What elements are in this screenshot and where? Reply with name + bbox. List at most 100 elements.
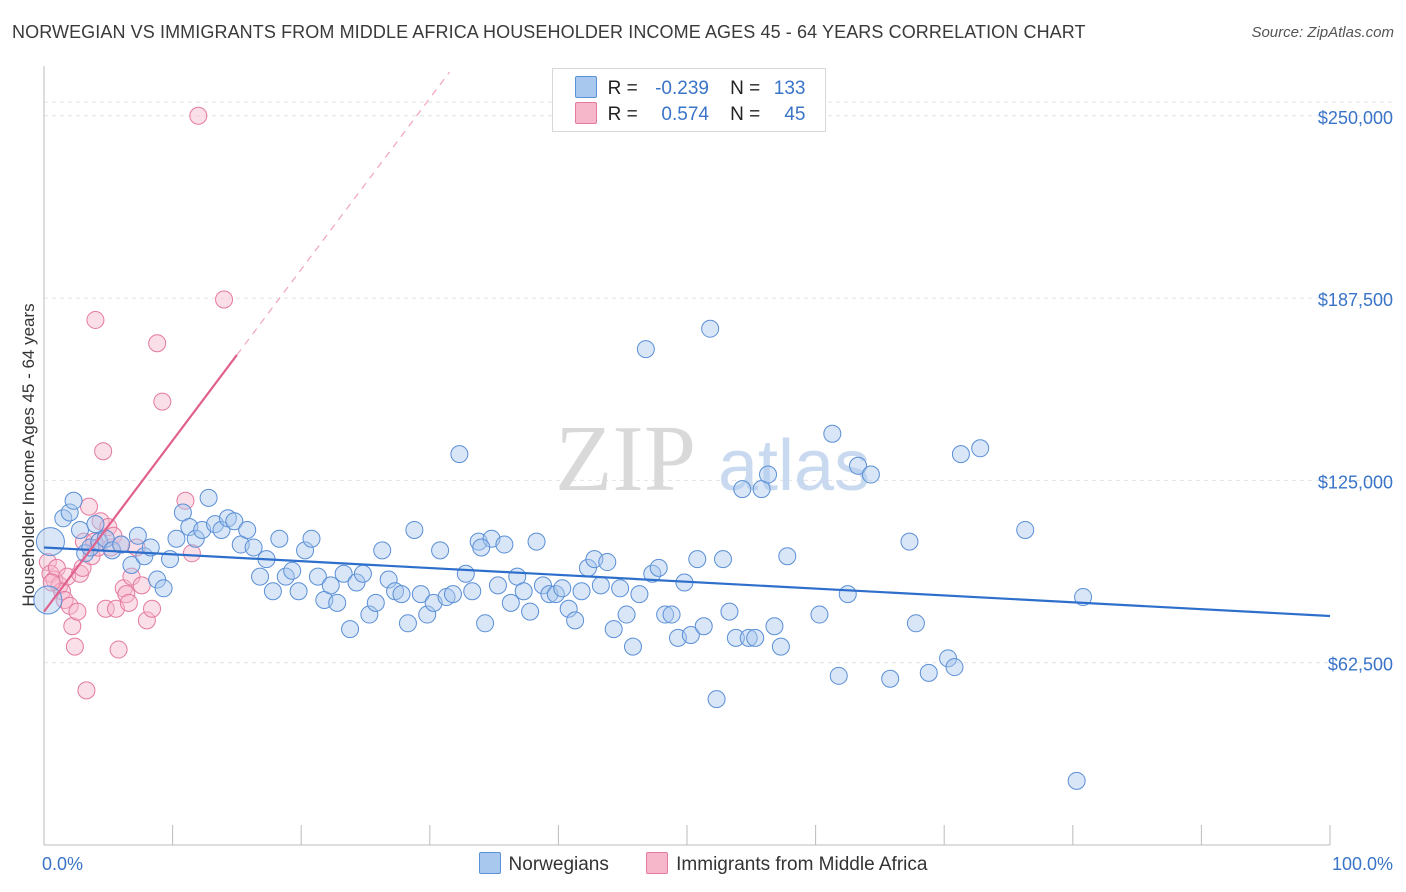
norwegian-point	[900, 532, 919, 551]
norwegian-point	[733, 480, 752, 499]
series-legend: Norwegians Immigrants from Middle Africa	[0, 852, 1406, 876]
middle-africa-point	[38, 553, 57, 572]
norwegian-point	[681, 625, 700, 644]
norwegian-point	[289, 582, 308, 601]
norwegian-point	[559, 599, 578, 618]
norwegian-point	[122, 555, 141, 574]
middle-africa-point	[96, 599, 115, 618]
y-tick-label: $250,000	[1318, 108, 1393, 128]
norwegian-point	[167, 529, 186, 548]
middle-africa-point	[119, 593, 138, 612]
stats-legend: R = -0.239 N = 133 R = 0.574 N = 45	[552, 68, 826, 132]
middle-africa-point	[132, 576, 151, 595]
norwegian-point	[739, 628, 758, 647]
norwegian-point	[514, 582, 533, 601]
norwegian-point	[443, 585, 462, 604]
middle-africa-point	[68, 602, 87, 621]
norwegian-point	[636, 340, 655, 359]
norwegian-point	[33, 585, 63, 615]
norwegians-legend-swatch	[478, 852, 501, 874]
middle-africa-point	[189, 106, 208, 125]
norwegian-point	[411, 585, 430, 604]
norwegian-point	[553, 579, 572, 598]
norwegian-point	[199, 488, 218, 507]
norwegian-point	[810, 605, 829, 624]
norwegian-point	[86, 515, 105, 534]
y-tick-label: $125,000	[1318, 472, 1393, 492]
middle-africa-point	[109, 640, 128, 659]
norwegian-point	[64, 491, 83, 510]
norwegian-point	[476, 614, 495, 633]
trend-lines	[43, 71, 1331, 618]
norwegian-point	[598, 553, 617, 572]
middle-africa-legend-swatch	[646, 852, 669, 874]
y-tick-labels: $62,500 $125,000 $187,500 $250,000	[1318, 108, 1393, 675]
chart-title: NORWEGIAN VS IMMIGRANTS FROM MIDDLE AFRI…	[12, 22, 1086, 42]
norwegian-point	[971, 439, 990, 458]
norwegian-point	[141, 538, 160, 557]
norwegian-point	[463, 582, 482, 601]
norwegian-point	[572, 582, 591, 601]
norwegian-point	[456, 564, 475, 583]
norwegian-point	[611, 579, 630, 598]
norwegian-point	[112, 535, 131, 554]
norwegian-point	[128, 526, 147, 545]
norwegian-point	[849, 456, 868, 475]
norwegian-point	[328, 593, 347, 612]
norwegian-point	[334, 564, 353, 583]
norwegian-point	[720, 602, 739, 621]
norwegian-point	[353, 564, 372, 583]
norwegian-point	[60, 503, 79, 522]
n-label: N =	[730, 78, 761, 99]
norwegian-point	[771, 637, 790, 656]
n-value-middle-africa: 45	[784, 104, 806, 125]
norwegian-point	[617, 605, 636, 624]
n-value-norwegians: 133	[773, 78, 806, 99]
norwegian-point	[251, 567, 270, 586]
middle-africa-point	[153, 392, 172, 411]
middle-africa-point	[215, 290, 234, 309]
x-tick-labels: 0.0% 100.0%	[42, 854, 1393, 874]
norwegian-point	[881, 669, 900, 688]
norwegian-point	[823, 424, 842, 443]
norwegian-point	[951, 445, 970, 464]
norwegian-point	[906, 614, 925, 633]
middle-africa-swatch	[575, 102, 597, 124]
norwegian-point	[71, 520, 90, 539]
norwegian-point	[450, 445, 469, 464]
legend-label-middle-africa: Immigrants from Middle Africa	[676, 854, 928, 875]
source-credit: Source: ZipAtlas.com	[1251, 24, 1394, 41]
norwegian-point	[688, 550, 707, 569]
norwegian-point	[244, 538, 263, 557]
norwegian-point	[302, 529, 321, 548]
norwegian-point	[1016, 520, 1035, 539]
r-label: R =	[607, 78, 638, 99]
middle-africa-point	[182, 544, 201, 563]
norwegian-point	[662, 605, 681, 624]
norwegian-point	[521, 602, 540, 621]
stats-row-norwegians: R = -0.239 N = 133	[575, 76, 805, 100]
norwegian-point	[431, 541, 450, 560]
r-label: R =	[607, 104, 638, 125]
zipatlas-watermark: ZIP atlas	[555, 407, 870, 511]
middle-africa-point	[143, 599, 162, 618]
norwegian-point	[630, 585, 649, 604]
norwegian-point	[35, 527, 65, 557]
middle-africa-point	[42, 573, 61, 592]
norwegian-point	[1074, 588, 1093, 607]
norwegian-point	[694, 617, 713, 636]
middle-africa-points	[38, 106, 234, 700]
norwegian-point	[746, 628, 765, 647]
norwegian-point	[472, 538, 491, 557]
norwegian-point	[945, 658, 964, 677]
norwegian-point	[701, 319, 720, 338]
middle-africa-point	[77, 681, 96, 700]
y-tick-label: $187,500	[1318, 290, 1393, 310]
y-tick-label: $62,500	[1328, 655, 1393, 675]
norwegian-point	[212, 520, 231, 539]
x-tick-label-start: 0.0%	[42, 854, 83, 874]
norwegian-point	[488, 576, 507, 595]
norwegian-point	[296, 541, 315, 560]
norwegian-point	[759, 465, 778, 484]
